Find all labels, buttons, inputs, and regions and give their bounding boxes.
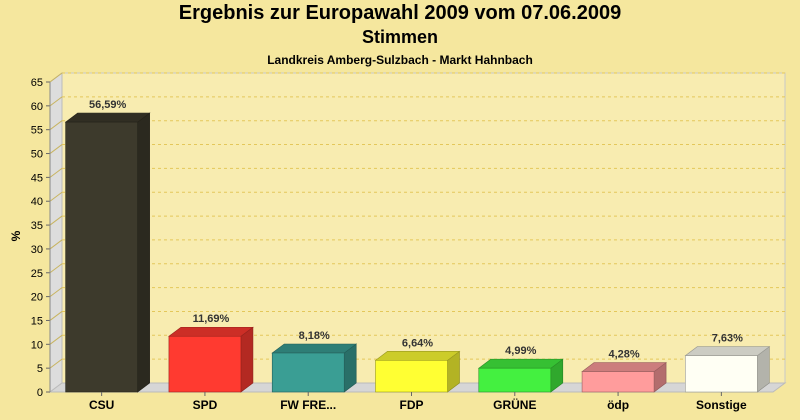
data-label: 7,63%: [712, 333, 743, 345]
y-axis-label: %: [9, 230, 23, 241]
x-tick-label: Sonstige: [696, 398, 747, 412]
bar-3: [271, 343, 358, 393]
y-tick-label: 35: [31, 220, 43, 232]
x-tick-label: FDP: [400, 398, 424, 412]
bar-top: [168, 326, 254, 337]
data-label: 4,28%: [608, 349, 639, 361]
chart-title: Ergebnis zur Europawahl 2009 vom 07.06.2…: [178, 2, 622, 24]
data-label: 11,69%: [193, 313, 230, 325]
gridline-depth: [49, 263, 63, 274]
data-label: 56,59%: [89, 99, 127, 111]
bar-side: [240, 326, 254, 393]
x-tick-label: GRÜNE: [493, 397, 536, 412]
bar-front: [375, 360, 448, 393]
bar-top: [684, 346, 771, 356]
bar-top: [581, 362, 667, 372]
y-tick-label: 65: [31, 77, 43, 89]
plot-left-wall: [49, 72, 63, 393]
y-tick-label: 30: [31, 244, 43, 256]
y-tick-label: 40: [31, 196, 43, 208]
gridline-depth: [49, 334, 63, 345]
bar-top: [477, 358, 564, 369]
gridline-depth: [49, 215, 63, 226]
y-tick-label: 10: [31, 339, 43, 351]
y-tick-label: 0: [37, 387, 43, 399]
bar-1: [64, 112, 151, 393]
bar-front: [168, 335, 242, 393]
gridline-depth: [49, 72, 63, 83]
x-tick-label: CSU: [89, 398, 114, 412]
data-label: 8,18%: [299, 330, 330, 342]
bar-5: [477, 358, 564, 393]
y-tick-label: 5: [37, 363, 43, 375]
gridline-depth: [49, 120, 63, 131]
bar-2: [168, 326, 254, 393]
gridline-depth: [49, 358, 63, 369]
y-tick-label: 50: [31, 149, 43, 161]
bar-top: [64, 112, 151, 123]
bar-front: [65, 121, 138, 393]
y-tick-label: 25: [31, 268, 43, 280]
data-label: 4,99%: [505, 345, 536, 357]
bar-4: [374, 350, 461, 393]
y-tick-label: 60: [31, 101, 43, 113]
bar-top: [271, 343, 358, 354]
gridline-depth: [49, 167, 63, 178]
gridline-depth: [49, 144, 63, 154]
y-tick-label: 45: [31, 172, 43, 184]
gridline-depth: [49, 191, 63, 202]
gridline-depth: [49, 96, 63, 107]
bar-front: [478, 367, 552, 393]
bar-side: [137, 112, 150, 393]
y-tick-label: 55: [31, 125, 43, 137]
gridline-depth: [49, 239, 63, 250]
gridline-depth: [49, 287, 63, 298]
y-tick-label: 15: [31, 315, 43, 327]
chart-subtitle: Stimmen: [361, 27, 439, 47]
data-label: 6,64%: [402, 337, 433, 349]
x-tick-label: ödp: [607, 398, 629, 412]
x-tick-label: SPD: [193, 398, 218, 412]
chart-region-subtitle: Landkreis Amberg-Sulzbach - Markt Hahnba…: [267, 53, 533, 67]
bar-top: [374, 351, 461, 361]
bar-front: [581, 371, 655, 393]
bar-7: [684, 346, 771, 393]
x-tick-label: FW FRE...: [280, 398, 336, 412]
gridline-depth: [49, 311, 63, 321]
bar-6: [581, 361, 667, 393]
y-tick-label: 20: [31, 292, 43, 304]
bar-front: [271, 352, 345, 393]
bar-front: [685, 355, 758, 393]
